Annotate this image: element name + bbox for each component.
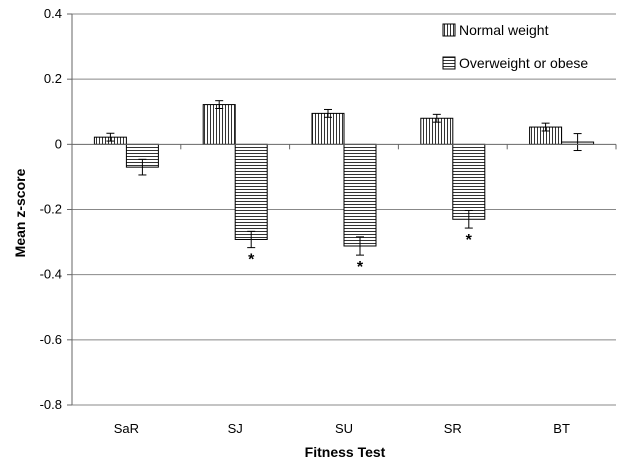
significance-marker: * (466, 232, 473, 249)
x-axis-title: Fitness Test (305, 444, 386, 460)
y-tick-label: -0.6 (40, 332, 62, 347)
y-tick-label: 0 (55, 136, 62, 151)
significance-marker: * (248, 252, 255, 269)
legend-swatch-normal-weight (442, 23, 456, 37)
x-tick-label: SR (444, 421, 462, 436)
bar-overweight-or-obese-sj (234, 143, 268, 240)
x-tick-label: SaR (114, 421, 139, 436)
y-axis-title: Mean z-score (12, 168, 28, 257)
y-tick-label: 0.4 (44, 6, 62, 21)
tick-labels-group: 0.4 0.2 0 -0.2 -0.4 -0.6 -0.8 SaR SJ SU SR BT (40, 6, 570, 436)
y-tick-label: -0.4 (40, 267, 62, 282)
bar-normal-weight-su (311, 112, 345, 145)
x-tick-label: BT (553, 421, 570, 436)
significance-marker: * (357, 259, 364, 276)
y-tick-label: -0.8 (40, 397, 62, 412)
legend-swatch-overweight-or-obese (442, 56, 456, 70)
bar-overweight-or-obese-sr (452, 143, 486, 220)
legend-label-overweight-or-obese: Overweight or obese (459, 55, 588, 71)
x-tick-label: SJ (228, 421, 243, 436)
bar-normal-weight-sj (202, 104, 236, 145)
bar-overweight-or-obese-su (343, 143, 377, 247)
y-tick-label: 0.2 (44, 71, 62, 86)
bars-group: * * * (93, 100, 595, 276)
x-tick-label: SU (335, 421, 353, 436)
legend-label-normal-weight: Normal weight (459, 22, 549, 38)
y-tick-label: -0.2 (40, 202, 62, 217)
axes-group (67, 13, 617, 406)
legend: Normal weight Overweight or obese (442, 22, 588, 71)
